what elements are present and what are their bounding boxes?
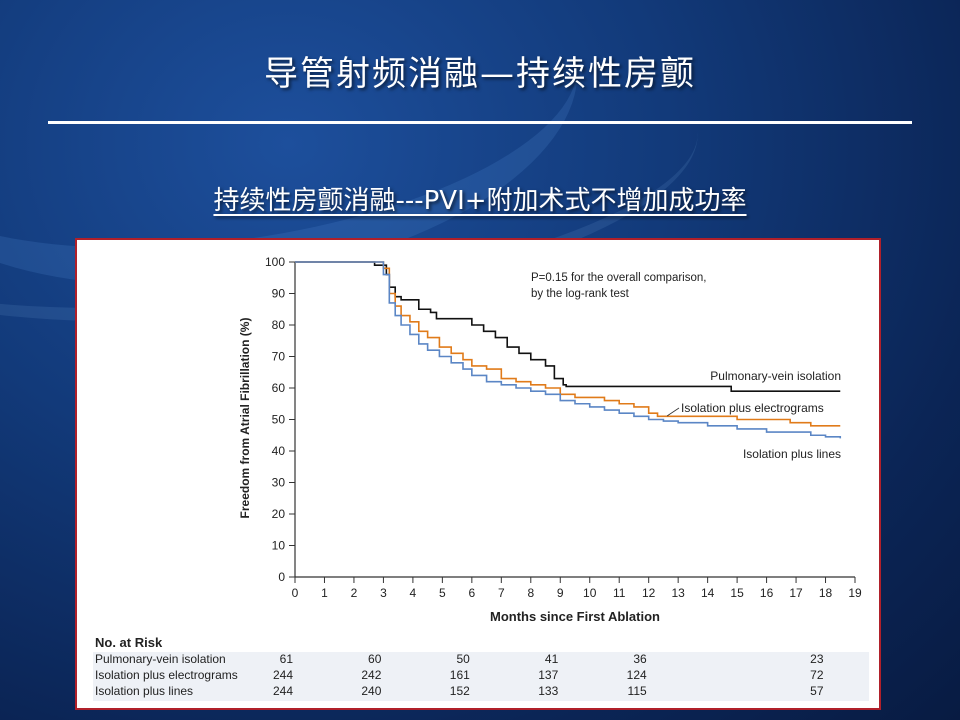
risk-value: 242 [361,668,381,682]
x-tick-label: 17 [789,586,803,600]
y-tick-label: 60 [272,381,286,395]
risk-table-header: No. at Risk [95,635,163,650]
y-tick-label: 80 [272,318,286,332]
risk-row-label: Pulmonary-vein isolation [95,652,226,666]
slide-subtitle: 持续性房颤消融---PVI+附加术式不增加成功率 [213,186,747,216]
risk-value: 115 [628,684,647,698]
x-tick-label: 15 [730,586,744,600]
risk-value: 57 [810,684,824,698]
annotation-line-2: by the log-rank test [531,288,630,300]
risk-value: 60 [368,652,382,666]
y-tick-label: 70 [272,350,286,364]
x-tick-label: 6 [468,586,475,600]
slide-title: 导管射频消融—持续性房颤 [264,54,696,94]
series-line-isolation-plus-lines [295,261,842,439]
risk-row-label: Isolation plus electrograms [95,668,238,682]
x-tick-label: 16 [760,586,774,600]
risk-value: 50 [456,652,470,666]
risk-value: 72 [810,668,824,682]
risk-value: 23 [810,652,824,666]
x-tick-label: 8 [527,586,534,600]
x-tick-label: 18 [819,586,833,600]
title-divider [48,121,912,124]
y-tick-label: 20 [272,507,286,521]
x-tick-label: 12 [642,586,656,600]
risk-value: 36 [633,652,647,666]
risk-value: 61 [280,652,294,666]
y-tick-label: 50 [272,413,286,427]
legend-pointer [666,407,680,417]
x-tick-label: 10 [583,586,597,600]
risk-value: 152 [450,684,470,698]
series-line-isolation-plus-electrograms [295,261,841,427]
risk-value: 41 [545,652,559,666]
x-tick-label: 11 [613,586,626,600]
risk-value: 137 [538,668,558,682]
y-tick-label: 0 [278,570,285,584]
legend-isolation-plus-electrograms: Isolation plus electrograms [681,401,824,415]
legend-isolation-plus-lines: Isolation plus lines [743,447,841,461]
x-tick-label: 9 [557,586,564,600]
x-tick-label: 2 [351,586,358,600]
y-axis-label: Freedom from Atrial Fibrillation (%) [238,318,252,519]
y-tick-label: 100 [265,255,285,269]
x-tick-label: 1 [321,586,328,600]
y-tick-label: 30 [272,476,286,490]
x-tick-label: 5 [439,586,446,600]
x-axis-label: Months since First Ablation [490,609,660,624]
x-tick-label: 0 [292,586,299,600]
y-tick-label: 40 [272,444,286,458]
x-tick-label: 19 [848,586,862,600]
risk-value: 124 [627,668,647,682]
chart-panel: 0 10 20 30 40 50 60 70 80 90 100 0 1 2 3 4 5 6 7 8 9 10 11 12 13… [75,238,881,710]
risk-value: 244 [273,668,293,682]
risk-table: No. at Risk Pulmonary-vein isolation 61 60… [93,635,869,701]
risk-value: 161 [450,668,470,682]
x-tick-label: 14 [701,586,715,600]
x-tick-label: 13 [671,586,685,600]
x-tick-label: 4 [410,586,417,600]
y-tick-label: 90 [272,287,286,301]
risk-value: 133 [538,684,558,698]
x-tick-label: 3 [380,586,387,600]
risk-value: 240 [361,684,381,698]
y-tick-label: 10 [272,539,286,553]
x-tick-label: 7 [498,586,505,600]
risk-value: 244 [273,684,293,698]
risk-row-label: Isolation plus lines [95,684,193,698]
legend-pulmonary-vein-isolation: Pulmonary-vein isolation [710,369,841,383]
annotation-line-1: P=0.15 for the overall comparison, [531,272,706,284]
